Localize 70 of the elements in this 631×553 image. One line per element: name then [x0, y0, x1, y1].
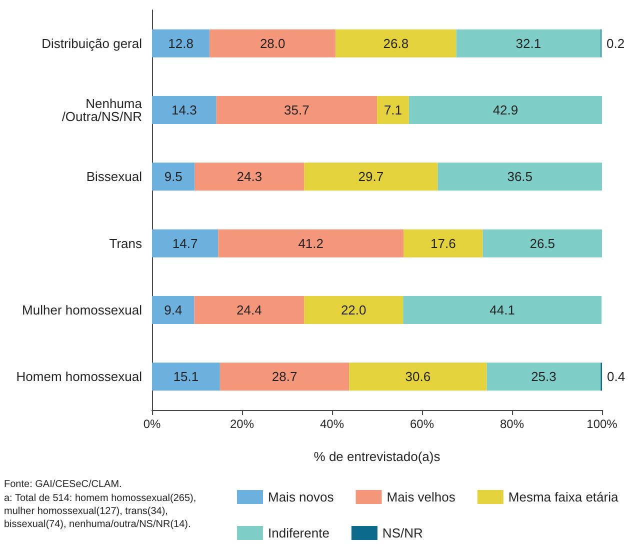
bar — [194, 296, 304, 324]
bar — [152, 162, 195, 191]
bar — [152, 296, 194, 324]
data-label: 24.3 — [236, 169, 262, 184]
bar — [152, 229, 218, 258]
bar — [220, 362, 350, 391]
bar — [403, 296, 602, 324]
data-label: 14.3 — [172, 102, 197, 118]
bar — [349, 362, 487, 391]
x-axis-title: % de entrevistado(a)s — [314, 449, 441, 464]
data-label: 42.9 — [492, 102, 518, 118]
bar — [218, 229, 404, 258]
data-label: 32.1 — [516, 36, 542, 51]
data-label: 25.3 — [531, 369, 556, 384]
data-label: 14.7 — [172, 236, 198, 251]
data-label: 15.1 — [173, 369, 199, 384]
data-label: 0.2 — [606, 36, 625, 51]
bar — [216, 96, 377, 124]
bar — [482, 229, 602, 258]
data-label: 28.0 — [260, 36, 286, 51]
data-label: 0.4 — [607, 369, 626, 384]
data-label: 17.6 — [430, 236, 456, 251]
data-label: 36.5 — [507, 169, 533, 184]
bar — [456, 29, 601, 58]
data-label: 30.6 — [405, 369, 431, 384]
bar — [336, 29, 456, 58]
y-tick-label: Mulher homossexual — [22, 302, 142, 318]
data-label: 9.5 — [164, 169, 182, 184]
data-label: 28.7 — [272, 369, 298, 384]
bar — [404, 229, 483, 258]
x-tick-label: 100% — [586, 417, 618, 431]
data-label: 35.7 — [284, 102, 310, 118]
bar — [194, 162, 304, 191]
data-label: 22.0 — [340, 302, 366, 318]
bar — [377, 96, 409, 124]
data-label: 26.5 — [530, 236, 556, 251]
bar — [304, 296, 404, 324]
bar — [304, 162, 438, 191]
text: a: Total de 514: homem homossexual(265), mulher homossexual(127), trans(34), bissexual(74), nenhuma/outra/NS/NR(14). — [4, 493, 199, 530]
data-label: 44.1 — [490, 302, 515, 318]
bar — [486, 362, 601, 391]
data-label: 9.4 — [164, 302, 182, 318]
legend-label: Mais novos — [268, 490, 334, 504]
y-tick-label: Trans — [109, 236, 142, 251]
bar — [408, 96, 602, 124]
legend-label: Mesma faixa etária — [508, 490, 619, 504]
legend-label: Mais velhos — [386, 490, 456, 504]
x-tick-label: 0% — [143, 417, 161, 431]
bar — [152, 29, 210, 58]
data-label: 29.7 — [358, 169, 384, 184]
x-tick-label: 80% — [500, 417, 524, 431]
x-tick-label: 40% — [320, 417, 344, 431]
legend-label: NS/NR — [382, 526, 423, 540]
data-label: 7.1 — [384, 102, 402, 118]
data-label: 41.2 — [298, 236, 324, 251]
data-label: 12.8 — [168, 36, 194, 51]
y-tick-label: Nenhuma /Outra/NS/NR — [62, 96, 143, 124]
data-label: 26.8 — [383, 36, 409, 51]
bar — [152, 96, 216, 124]
x-tick-label: 20% — [230, 417, 254, 431]
y-tick-label: Bissexual — [86, 169, 142, 184]
bar — [438, 162, 602, 191]
data-label: 24.4 — [236, 302, 262, 318]
legend-label: Indiferente — [268, 526, 330, 540]
y-tick-label: Distribuição geral — [42, 36, 142, 51]
bar — [152, 362, 220, 391]
source-note: Fonte: GAI/CESeC/CLAM. — [4, 479, 122, 490]
bar — [210, 29, 336, 58]
x-tick-label: 60% — [410, 417, 434, 431]
y-tick-label: Homem homossexual — [16, 369, 142, 384]
